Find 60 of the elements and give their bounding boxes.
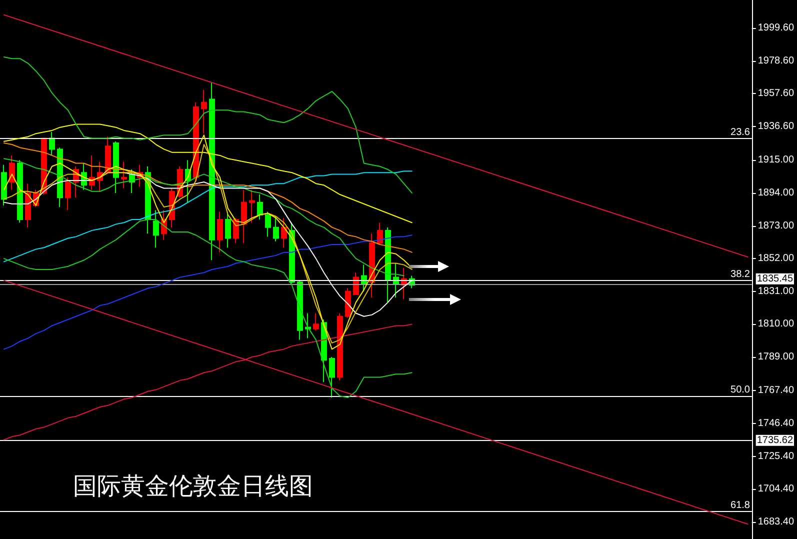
annotation: 50.0 [730, 384, 750, 396]
candlestick [329, 356, 335, 398]
candlestick [209, 82, 215, 261]
y-tick-label: 1957.60 [758, 88, 794, 100]
candlestick [313, 312, 319, 331]
candlestick [257, 194, 263, 220]
y-tick-label: 1789.00 [758, 351, 794, 362]
y-tick-label: 1915.00 [758, 154, 794, 166]
y-tick-label: 1725.40 [758, 450, 794, 462]
candlestick [201, 89, 207, 134]
candlestick [345, 288, 351, 318]
candlestick [217, 211, 223, 253]
candlestick [9, 154, 15, 190]
y-tick-label: 1852.00 [758, 253, 794, 264]
line-series [4, 142, 412, 253]
annotation: 23.6 [730, 126, 750, 138]
candlestick [121, 161, 127, 189]
y-tick-label: 1704.40 [758, 484, 794, 495]
line-series [4, 56, 412, 194]
line-series [4, 124, 412, 224]
candlestick [385, 226, 391, 303]
y-tick-label: 1999.60 [758, 22, 794, 34]
candlestick [25, 183, 31, 228]
y-tick-label: 1936.60 [758, 120, 794, 132]
candlestick [249, 189, 255, 224]
candlestick [17, 160, 23, 224]
y-tick-label: 1831.00 [758, 286, 794, 297]
candlestick [305, 312, 311, 339]
annotation: 61.8 [730, 500, 750, 512]
line-series [4, 170, 412, 262]
line-series [4, 158, 404, 276]
candlestick [113, 140, 119, 194]
candlestick [65, 176, 71, 211]
candlestick [105, 136, 111, 174]
candlestick [377, 222, 383, 246]
line-series [4, 234, 412, 350]
candlestick [393, 262, 399, 298]
candlestick [337, 312, 343, 381]
ref-line-label: 1735.62 [756, 434, 794, 446]
candlestick [225, 211, 231, 248]
y-tick-label: 1683.40 [758, 516, 794, 528]
line-series [4, 219, 412, 398]
y-tick-label: 1978.60 [758, 55, 794, 66]
annotation: 38.2 [730, 268, 750, 280]
candlestick [273, 216, 279, 242]
candlestick [1, 164, 7, 206]
y-tick-label: 1894.00 [758, 187, 794, 198]
candlestick [153, 210, 159, 248]
y-tick-label: 1767.40 [758, 385, 794, 396]
candlestick [49, 132, 55, 156]
ref-line-label: 1835.45 [756, 273, 794, 284]
y-tick-label: 1873.00 [758, 220, 794, 232]
text: 国际黄金伦敦金日线图 [73, 472, 313, 500]
y-tick-label: 1746.40 [758, 418, 794, 430]
y-tick-label: 1810.00 [758, 318, 794, 330]
candlestick [297, 280, 303, 340]
candlestick [241, 189, 247, 244]
candlestick [361, 264, 367, 292]
candlestick [281, 217, 287, 248]
candlestick [265, 211, 271, 238]
